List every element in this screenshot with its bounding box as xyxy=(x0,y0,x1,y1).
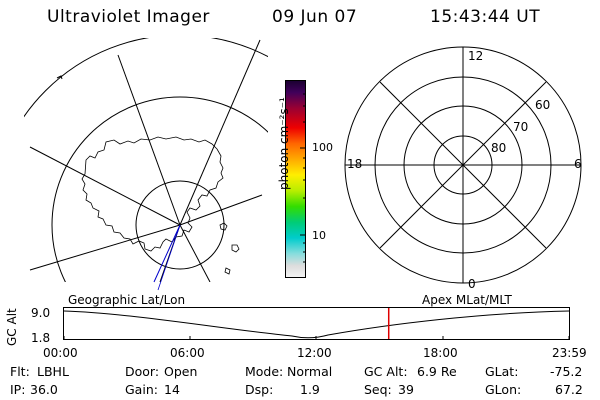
mode-label: Mode: xyxy=(245,364,284,379)
time-tick-label: 12:00 xyxy=(297,346,332,360)
track-line xyxy=(153,224,181,283)
mlt-label-18: 18 xyxy=(347,157,363,171)
flt-label: Flt: xyxy=(10,364,30,379)
color-bar-tick-label: 10 xyxy=(312,229,326,242)
dsp-label: Dsp: xyxy=(245,382,274,397)
meridian-line xyxy=(29,224,181,271)
seq-value: 39 xyxy=(398,382,414,397)
geographic-caption: Geographic Lat/Lon xyxy=(68,293,186,307)
glat-label: GLat: xyxy=(485,364,519,379)
color-bar-tick-label: 100 xyxy=(312,141,333,154)
ip-value: 36.0 xyxy=(30,382,58,397)
gain-value: 14 xyxy=(164,382,180,397)
apex-caption: Apex MLat/MLT xyxy=(422,293,512,307)
landmark-glyph xyxy=(56,75,63,80)
flt-value: LBHL xyxy=(37,364,69,379)
color-bar xyxy=(285,80,306,278)
glat-value: -75.2 xyxy=(550,364,583,379)
door-label: Door: xyxy=(125,364,160,379)
altitude-curve xyxy=(63,310,570,339)
dsp-value: 1.9 xyxy=(300,382,320,397)
ip-label: IP: xyxy=(10,382,26,397)
mlt-label-12: 12 xyxy=(468,49,484,63)
meridian-line xyxy=(179,194,263,226)
gain-label: Gain: xyxy=(125,382,158,397)
track-line xyxy=(157,224,181,291)
gc-alt-label: GC Alt: xyxy=(364,364,408,379)
seq-label: Seq: xyxy=(364,382,392,397)
time-tick-label: 23:59 xyxy=(552,346,587,360)
coastline xyxy=(81,136,224,252)
polar-diagonal xyxy=(379,81,547,249)
time-tick-label: 06:00 xyxy=(170,346,205,360)
mode-value: Normal xyxy=(287,364,333,379)
date-label: 09 Jun 07 xyxy=(272,7,358,27)
latitude-circle-inner xyxy=(135,180,225,270)
glon-value: 67.2 xyxy=(555,382,583,397)
glon-label: GLon: xyxy=(485,382,522,397)
meridian-line xyxy=(179,39,261,226)
time-label: 15:43:44 UT xyxy=(430,7,541,27)
time-tick-label: 00:00 xyxy=(43,346,78,360)
lat-label-70: 70 xyxy=(513,120,529,134)
coastline-fragment xyxy=(219,222,240,275)
color-bar-ticks xyxy=(300,93,306,263)
meridian-line xyxy=(29,146,181,226)
lat-label-80: 80 xyxy=(491,141,507,155)
door-value: Open xyxy=(164,364,198,379)
lat-label-60: 60 xyxy=(535,98,551,112)
y-max-label: 9.0 xyxy=(31,306,51,320)
mlt-label-0: 0 xyxy=(468,277,476,291)
time-tick-label: 18:00 xyxy=(423,346,458,360)
gc-alt-value: 6.9 Re xyxy=(417,364,457,379)
mlt-label-6: 6 xyxy=(574,157,582,171)
latitude-circle-middle xyxy=(51,96,268,282)
instrument-title: Ultraviolet Imager xyxy=(47,7,210,27)
meridian-line xyxy=(179,224,211,282)
y-min-label: 1.8 xyxy=(31,331,51,345)
